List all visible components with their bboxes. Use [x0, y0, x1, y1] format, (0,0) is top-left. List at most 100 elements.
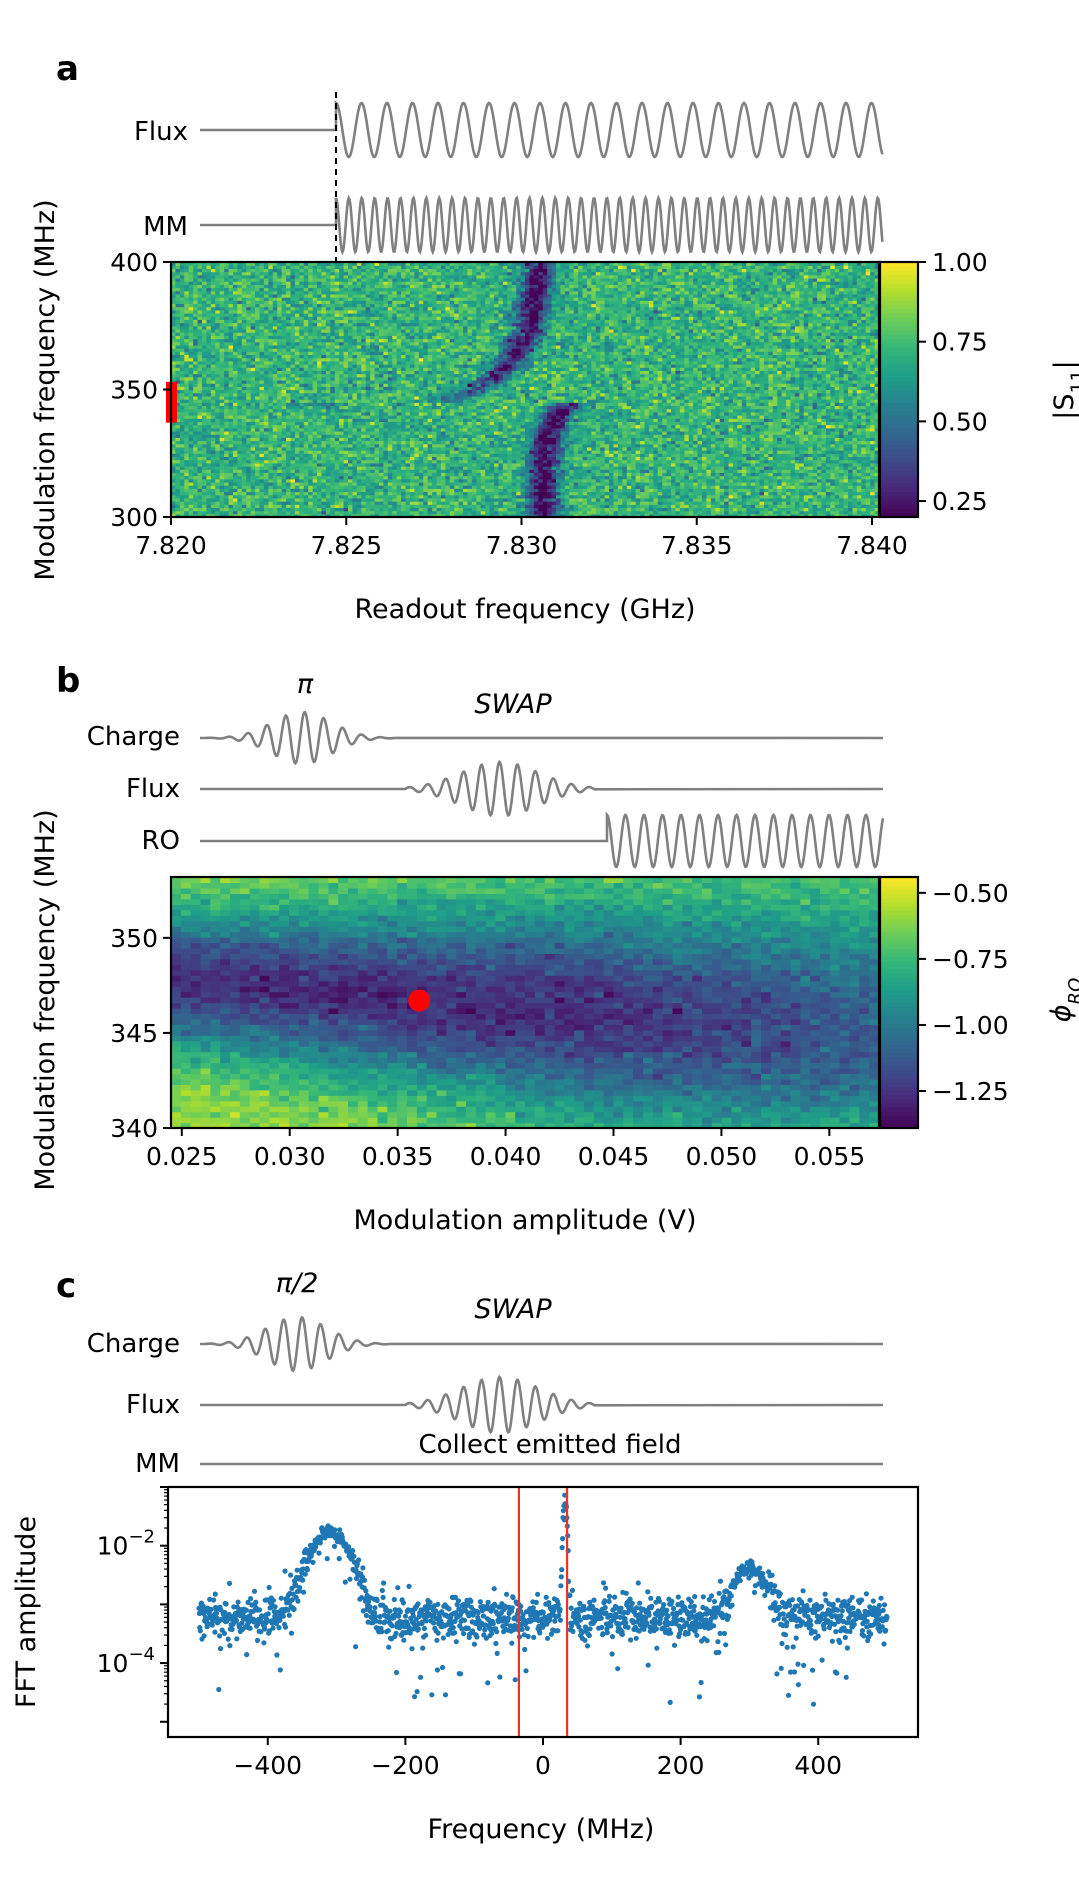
heatmap-cell: [175, 488, 181, 493]
heatmap-cell: [635, 504, 641, 509]
heatmap-cell: [449, 466, 455, 470]
heatmap-cell: [232, 488, 238, 493]
heatmap-cell: [763, 504, 769, 509]
heatmap-cell: [569, 466, 575, 470]
heatmap-cell: [494, 459, 500, 464]
heatmap-cell: [542, 472, 548, 477]
heatmap-cell: [573, 513, 579, 517]
heatmap-cell: [494, 504, 500, 509]
heatmap-cell: [693, 497, 699, 502]
heatmap-cell: [825, 481, 831, 486]
heatmap-cell: [414, 456, 420, 461]
heatmap-cell: [290, 459, 296, 464]
heatmap-cell: [666, 485, 672, 489]
heatmap-cell: [595, 462, 601, 467]
heatmap-cell: [268, 459, 274, 464]
heatmap-cell: [259, 478, 265, 483]
heatmap-cell: [573, 494, 579, 499]
heatmap-cell: [432, 481, 438, 486]
heatmap-cell: [263, 475, 269, 480]
heatmap-cell: [852, 488, 858, 493]
heatmap-cell: [586, 456, 592, 461]
heatmap-cell: [640, 469, 646, 473]
heatmap-cell: [586, 475, 592, 480]
heatmap-cell: [538, 478, 544, 483]
heatmap-cell: [317, 453, 323, 458]
heatmap-cell: [290, 494, 296, 499]
heatmap-cell: [476, 510, 482, 515]
heatmap-cell: [848, 507, 854, 512]
heatmap-cell: [489, 462, 495, 467]
heatmap-cell: [294, 513, 300, 517]
heatmap-cell: [277, 466, 283, 470]
heatmap-cell: [352, 456, 358, 461]
heatmap-cell: [334, 459, 340, 464]
heatmap-cell: [210, 501, 216, 505]
heatmap-cell: [688, 472, 694, 477]
heatmap-cell: [644, 478, 650, 483]
heatmap-cell: [737, 491, 743, 496]
heatmap-cell: [215, 501, 221, 505]
heatmap-cell: [861, 488, 867, 493]
heatmap-cell: [706, 504, 712, 509]
heatmap-cell: [334, 513, 340, 517]
heatmap-cell: [560, 494, 566, 499]
heatmap-cell: [653, 488, 659, 493]
heatmap-cell: [188, 456, 194, 461]
heatmap-cell: [675, 513, 681, 517]
heatmap-cell: [370, 472, 376, 477]
heatmap-cell: [843, 504, 849, 509]
heatmap-cell: [560, 510, 566, 515]
heatmap-cell: [418, 453, 424, 458]
heatmap-cell: [675, 469, 681, 473]
heatmap-cell: [423, 501, 429, 505]
heatmap-cell: [409, 469, 415, 473]
heatmap-cell: [657, 504, 663, 509]
heatmap-cell: [697, 466, 703, 470]
heatmap-cell: [401, 488, 407, 493]
heatmap-cell: [839, 497, 845, 502]
heatmap-cell: [511, 507, 517, 512]
heatmap-cell: [387, 453, 393, 458]
heatmap-cell: [755, 478, 761, 483]
heatmap-cell: [290, 478, 296, 483]
heatmap-cell: [790, 478, 796, 483]
heatmap-cell: [542, 485, 548, 489]
heatmap-cell: [728, 504, 734, 509]
heatmap-cell: [516, 494, 522, 499]
heatmap-cell: [662, 472, 668, 477]
heatmap-cell: [286, 456, 292, 461]
heatmap-cell: [440, 453, 446, 458]
heatmap-cell: [533, 513, 539, 517]
heatmap-cell: [551, 469, 557, 473]
heatmap-cell: [197, 466, 203, 470]
heatmap-cell: [348, 466, 354, 470]
heatmap-cell: [370, 469, 376, 473]
heatmap-cell: [675, 504, 681, 509]
heatmap-cell: [294, 501, 300, 505]
heatmap-cell: [772, 504, 778, 509]
heatmap-cell: [697, 488, 703, 493]
heatmap-cell: [843, 488, 849, 493]
heatmap-cell: [763, 453, 769, 458]
heatmap-cell: [436, 485, 442, 489]
heatmap-cell: [352, 494, 358, 499]
heatmap-cell: [427, 485, 433, 489]
heatmap-cell: [724, 475, 730, 480]
heatmap-cell: [215, 453, 221, 458]
heatmap-cell: [675, 494, 681, 499]
heatmap-cell: [578, 488, 584, 493]
heatmap-cell: [396, 501, 402, 505]
heatmap-cell: [781, 497, 787, 502]
heatmap-cell: [507, 456, 513, 461]
heatmap-cell: [387, 478, 393, 483]
heatmap-cell: [600, 456, 606, 461]
heatmap-cell: [471, 510, 477, 515]
heatmap-cell: [454, 497, 460, 502]
heatmap-cell: [370, 453, 376, 458]
heatmap-cell: [339, 497, 345, 502]
heatmap-cell: [339, 475, 345, 480]
heatmap-cell: [666, 507, 672, 512]
heatmap-cell: [874, 485, 879, 489]
heatmap-cell: [414, 481, 420, 486]
